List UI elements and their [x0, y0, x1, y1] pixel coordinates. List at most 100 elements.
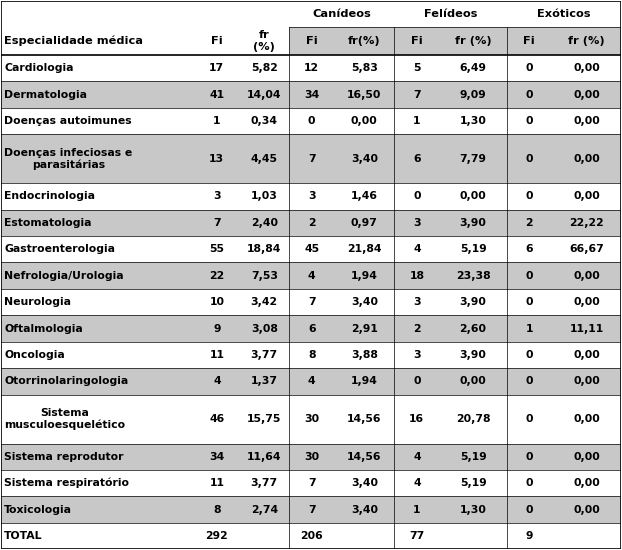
Text: 4: 4	[213, 376, 221, 387]
Text: Fi: Fi	[524, 36, 535, 46]
Text: 3: 3	[413, 350, 420, 360]
Text: 17: 17	[209, 63, 225, 73]
Text: 2,60: 2,60	[460, 323, 486, 333]
Bar	[1, 27, 621, 55]
Text: 46: 46	[209, 414, 225, 424]
Text: 4: 4	[308, 271, 315, 281]
Text: Doenças infeciosas e
parasitárias: Doenças infeciosas e parasitárias	[4, 147, 132, 170]
Text: 0: 0	[526, 116, 533, 126]
Text: 0,00: 0,00	[573, 191, 600, 201]
Text: 0: 0	[526, 153, 533, 164]
Text: Sistema respiratório: Sistema respiratório	[4, 478, 129, 488]
Text: 1: 1	[413, 116, 420, 126]
Text: 5,83: 5,83	[351, 63, 378, 73]
Text: 8: 8	[213, 505, 221, 515]
Text: Otorrinolaringologia: Otorrinolaringologia	[4, 376, 129, 387]
Text: 0,00: 0,00	[460, 191, 486, 201]
Text: Exóticos: Exóticos	[537, 9, 591, 19]
Text: 3,08: 3,08	[251, 323, 277, 333]
Text: 5,19: 5,19	[460, 452, 486, 462]
Bar	[1, 183, 621, 210]
Text: 3,40: 3,40	[351, 478, 378, 488]
Text: 3: 3	[213, 191, 221, 201]
Text: 1,30: 1,30	[460, 505, 486, 515]
Text: Fi: Fi	[306, 36, 318, 46]
Text: Especialidade médica: Especialidade médica	[4, 36, 143, 46]
Text: 11: 11	[210, 478, 225, 488]
Text: 6: 6	[413, 153, 420, 164]
Bar	[1, 395, 621, 443]
Bar	[289, 27, 621, 55]
Bar	[1, 108, 621, 134]
Bar	[1, 210, 621, 236]
Bar	[1, 81, 621, 108]
Text: 1,03: 1,03	[251, 191, 277, 201]
Text: 34: 34	[209, 452, 225, 462]
Text: Neurologia: Neurologia	[4, 297, 72, 307]
Text: 0,00: 0,00	[573, 116, 600, 126]
Text: 3,77: 3,77	[251, 478, 278, 488]
Text: 16: 16	[409, 414, 424, 424]
Text: 0: 0	[526, 63, 533, 73]
Bar	[1, 470, 621, 497]
Text: 14,04: 14,04	[247, 90, 282, 100]
Text: 3,90: 3,90	[460, 297, 486, 307]
Text: 0,34: 0,34	[251, 116, 278, 126]
Text: 5,82: 5,82	[251, 63, 277, 73]
Text: 0,00: 0,00	[573, 452, 600, 462]
Bar	[1, 55, 621, 81]
Text: fr(%): fr(%)	[348, 36, 381, 46]
Text: 3,42: 3,42	[251, 297, 278, 307]
Text: 0,00: 0,00	[573, 297, 600, 307]
Text: 11: 11	[210, 350, 225, 360]
Text: 3,90: 3,90	[460, 218, 486, 228]
Text: 15,75: 15,75	[247, 414, 282, 424]
Text: 5,19: 5,19	[460, 244, 486, 254]
Text: 34: 34	[304, 90, 319, 100]
Text: 0: 0	[413, 376, 420, 387]
Text: 11,11: 11,11	[570, 323, 604, 333]
Text: Nefrologia/Urologia: Nefrologia/Urologia	[4, 271, 124, 281]
Text: 7: 7	[308, 478, 315, 488]
Text: 7: 7	[413, 90, 420, 100]
Text: 0: 0	[526, 376, 533, 387]
Text: 7: 7	[308, 297, 315, 307]
Text: 1,30: 1,30	[460, 116, 486, 126]
Text: 292: 292	[205, 531, 228, 541]
Text: 9: 9	[213, 323, 221, 333]
Text: 3,40: 3,40	[351, 505, 378, 515]
Text: 3,40: 3,40	[351, 153, 378, 164]
Text: 3,88: 3,88	[351, 350, 378, 360]
Text: Fi: Fi	[411, 36, 423, 46]
Text: 18,84: 18,84	[247, 244, 282, 254]
Text: Doenças autoimunes: Doenças autoimunes	[4, 116, 132, 126]
Text: 0,00: 0,00	[573, 478, 600, 488]
Text: Sistema
musculoesquelético: Sistema musculoesquelético	[4, 408, 126, 430]
Text: 0: 0	[526, 505, 533, 515]
Bar	[1, 523, 621, 549]
Bar	[1, 497, 621, 523]
Text: 2,91: 2,91	[351, 323, 378, 333]
Text: 0: 0	[526, 90, 533, 100]
Text: 13: 13	[209, 153, 225, 164]
Bar	[1, 1, 621, 27]
Text: 23,38: 23,38	[456, 271, 490, 281]
Text: 0,00: 0,00	[573, 505, 600, 515]
Text: 0: 0	[526, 297, 533, 307]
Text: Canídeos: Canídeos	[312, 9, 371, 19]
Text: 0,00: 0,00	[351, 116, 378, 126]
Text: Felídeos: Felídeos	[424, 9, 477, 19]
Text: TOTAL: TOTAL	[4, 531, 43, 541]
Text: Cardiologia: Cardiologia	[4, 63, 74, 73]
Text: 0: 0	[526, 191, 533, 201]
Text: 0,00: 0,00	[573, 90, 600, 100]
Text: 55: 55	[210, 244, 225, 254]
Text: 4: 4	[413, 452, 420, 462]
Bar	[1, 368, 621, 395]
Text: 1,94: 1,94	[351, 271, 378, 281]
Text: 4: 4	[413, 244, 420, 254]
Text: 2: 2	[308, 218, 315, 228]
Bar	[1, 134, 621, 183]
Text: 1,46: 1,46	[351, 191, 378, 201]
Text: 0: 0	[526, 452, 533, 462]
